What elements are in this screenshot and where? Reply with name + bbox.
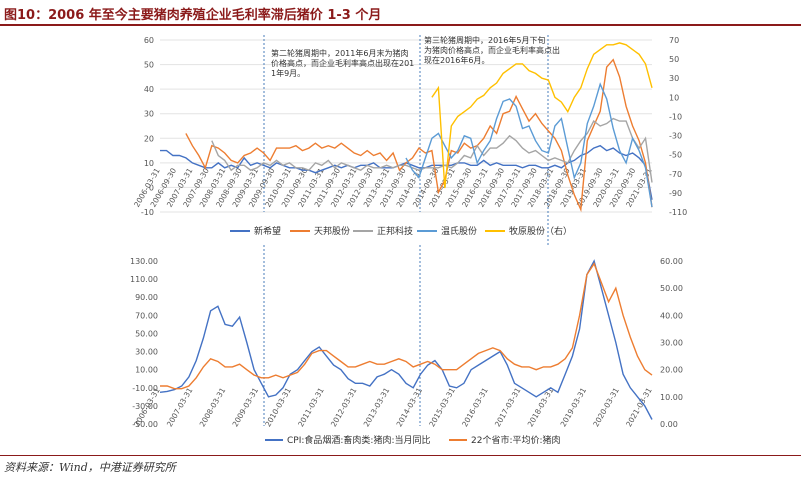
series-line (159, 259, 653, 420)
legend-label: 牧原股份（右） (509, 225, 572, 237)
x-tick-label: 2015-03-31 (427, 386, 457, 428)
x-tick-label: 2020-03-31 (591, 386, 621, 428)
y-tick-label-right: -30 (669, 132, 682, 141)
y-tick-label-left: 0 (149, 183, 154, 192)
x-tick-label: 2019-03-31 (559, 386, 589, 428)
y-tick-label-right: 70 (669, 36, 679, 45)
y-tick-label-right: 30.00 (660, 339, 683, 348)
y-tick-label-right: -50 (669, 151, 682, 160)
series-line (211, 117, 653, 183)
y-tick-label-left: 130.00 (130, 257, 158, 266)
y-tick-label-left: 10.00 (135, 366, 158, 375)
series-line (185, 58, 653, 213)
source-note: 资料来源：Wind，中港证券研究所 (4, 461, 176, 474)
y-tick-label-left: -10 (141, 208, 154, 217)
y-tick-label-right: 50 (669, 55, 679, 64)
y-tick-label-left: -10.00 (132, 384, 158, 393)
y-tick-label-left: -30.00 (132, 402, 158, 411)
chart-2: 130.00 110.00 90.00 70.00 50.00 30.00 10.00 -10… (130, 245, 683, 446)
y-tick-label-right: -90 (669, 189, 682, 198)
y-tick-label-left: 90.00 (135, 293, 158, 302)
y-tick-label-right: -10 (669, 112, 682, 121)
y-tick-label-right: 60.00 (660, 257, 683, 266)
series-line (160, 262, 653, 390)
x-tick-label: 2008-03-31 (198, 386, 228, 428)
y-tick-label-right: 0.00 (660, 420, 678, 429)
title-rule (0, 24, 801, 26)
y-tick-label-left: 40 (144, 85, 154, 94)
y-tick-label-left: 10 (144, 159, 154, 168)
y-tick-label-left: 70.00 (135, 311, 158, 320)
annotation-cycle-3: 第三轮猪周期中，2016年5月下旬为猪肉价格高点，而企业毛利率高点出现在2016… (424, 35, 560, 65)
y-tick-label-right: 10 (669, 93, 679, 102)
x-tick-label: 2017-03-31 (493, 386, 523, 428)
chart-1: 60 50 40 30 20 10 0 -10 70 50 30 10 -10 -30 -50 -70 -90 -… (132, 35, 687, 245)
y-tick-label-left: 60 (144, 36, 154, 45)
y-tick-label-left: 30 (144, 110, 154, 119)
y-tick-label-right: -110 (669, 208, 687, 217)
y-tick-label-right: 30 (669, 74, 679, 83)
series-line (431, 42, 653, 189)
x-tick-label: 2021-03-31 (624, 386, 654, 428)
legend-label: 新希望 (254, 225, 281, 237)
y-tick-label-right: -70 (669, 170, 682, 179)
y-tick-label-right: 50.00 (660, 284, 683, 293)
figure-title: 图10：2006 年至今主要猪肉养殖企业毛利率滞后猪价 1-3 个月 (4, 8, 382, 23)
y-tick-label-left: 20 (144, 134, 154, 143)
legend-label: 温氏股份 (441, 225, 477, 237)
y-tick-label-left: 30.00 (135, 348, 158, 357)
legend-label: 天邦股份 (314, 225, 350, 237)
x-tick-label: 2013-03-31 (362, 386, 392, 428)
y-tick-label-left: -50.00 (132, 420, 158, 429)
series-line (405, 82, 653, 208)
x-tick-label: 2012-03-31 (329, 386, 359, 428)
y-tick-label-left: 50 (144, 61, 154, 70)
legend-label: 正邦科技 (377, 225, 413, 237)
x-tick-label: 2009-03-31 (231, 386, 261, 428)
x-tick-label: 2007-03-31 (165, 386, 195, 428)
legend-label: 22个省市:平均价:猪肉 (471, 434, 561, 446)
y-tick-label-right: 20.00 (660, 366, 683, 375)
annotation-cycle-2: 第二轮猪周期中，2011年6月末为猪肉价格高点，而企业毛利率高点出现在201 1年… (271, 48, 414, 78)
source-rule (0, 455, 801, 456)
y-tick-label-right: 40.00 (660, 311, 683, 320)
x-tick-label: 2011-03-31 (296, 386, 326, 428)
y-tick-label-right: 10.00 (660, 393, 683, 402)
y-tick-label-left: 110.00 (130, 275, 158, 284)
legend-label: CPI:食品烟酒:畜肉类:猪肉:当月同比 (287, 434, 431, 446)
y-tick-label-left: 50.00 (135, 329, 158, 338)
x-tick-label: 2016-03-31 (460, 386, 490, 428)
